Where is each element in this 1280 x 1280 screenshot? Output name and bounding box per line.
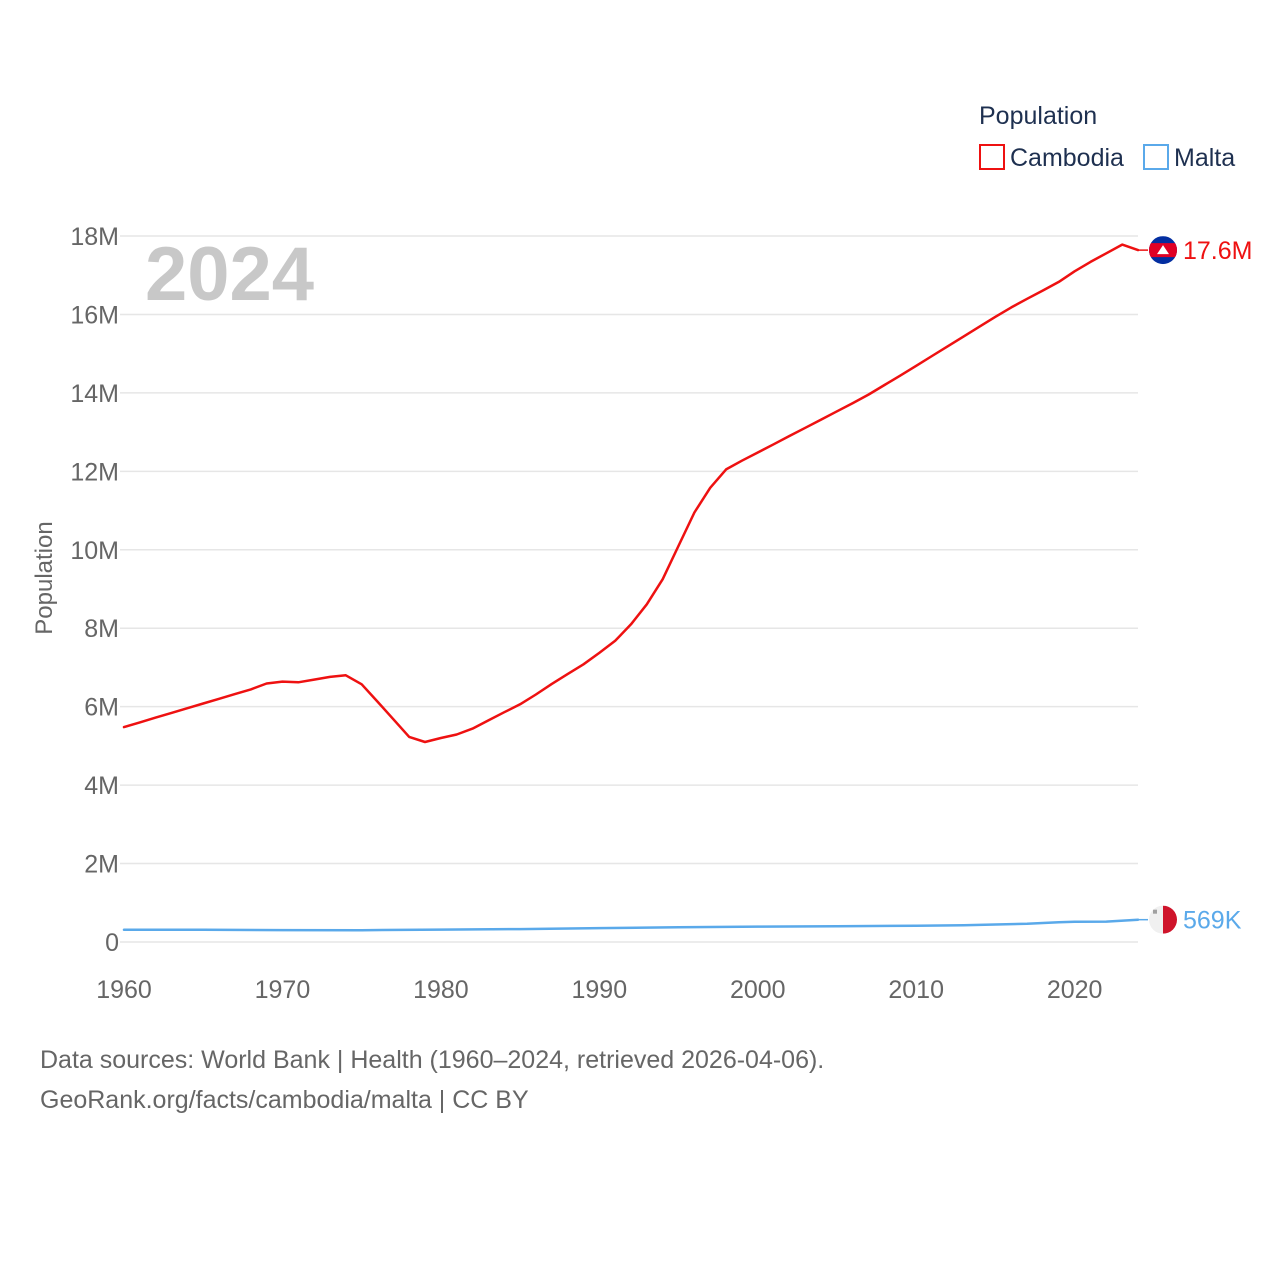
legend-label-malta: Malta	[1174, 144, 1235, 172]
end-label-malta: 569K	[1183, 907, 1242, 935]
footer-attribution: GeoRank.org/facts/cambodia/malta | CC BY	[40, 1086, 529, 1114]
y-axis-title: Population	[31, 521, 58, 634]
legend: Population Cambodia Malta	[979, 102, 1235, 172]
y-tick-label: 8M	[84, 615, 119, 643]
year-watermark: 2024	[145, 232, 314, 317]
x-axis-ticks: 1960 1970 1980 1990 2000 2010 2020	[96, 976, 1102, 1004]
x-tick-label: 1970	[255, 976, 311, 1004]
x-tick-label: 1960	[96, 976, 152, 1004]
legend-title: Population	[979, 102, 1097, 130]
x-tick-label: 2000	[730, 976, 786, 1004]
legend-swatch-malta	[1143, 144, 1169, 170]
y-tick-label: 18M	[70, 223, 119, 251]
x-tick-label: 1980	[413, 976, 469, 1004]
y-tick-label: 2M	[84, 851, 119, 879]
y-tick-label: 0	[105, 929, 119, 957]
x-tick-label: 1990	[572, 976, 628, 1004]
series-line-malta	[122, 918, 1140, 932]
y-tick-label: 6M	[84, 694, 119, 722]
x-tick-label: 2010	[888, 976, 944, 1004]
footer-sources: Data sources: World Bank | Health (1960–…	[40, 1046, 825, 1074]
y-tick-label: 12M	[70, 458, 119, 486]
y-tick-label: 4M	[84, 772, 119, 800]
series-line-cambodia	[122, 243, 1140, 744]
gridlines	[120, 235, 1138, 943]
legend-item-malta[interactable]: Malta	[1143, 144, 1235, 172]
legend-label-cambodia: Cambodia	[1010, 144, 1124, 172]
y-axis-ticks: 0 2M 4M 6M 8M 10M 12M 14M 16M 18M	[70, 223, 119, 957]
series-lines	[122, 243, 1140, 932]
series-end-labels: 17.6M 569K	[1138, 236, 1252, 935]
y-tick-label: 16M	[70, 301, 119, 329]
x-tick-label: 2020	[1047, 976, 1103, 1004]
malta-flag-icon	[1149, 905, 1177, 934]
cambodia-flag-icon	[1149, 236, 1177, 265]
footer: Data sources: World Bank | Health (1960–…	[40, 1040, 824, 1120]
y-tick-label: 10M	[70, 537, 119, 565]
y-tick-label: 14M	[70, 380, 119, 408]
legend-swatch-cambodia	[979, 144, 1005, 170]
legend-item-cambodia[interactable]: Cambodia	[979, 144, 1124, 172]
end-label-cambodia: 17.6M	[1183, 237, 1252, 265]
